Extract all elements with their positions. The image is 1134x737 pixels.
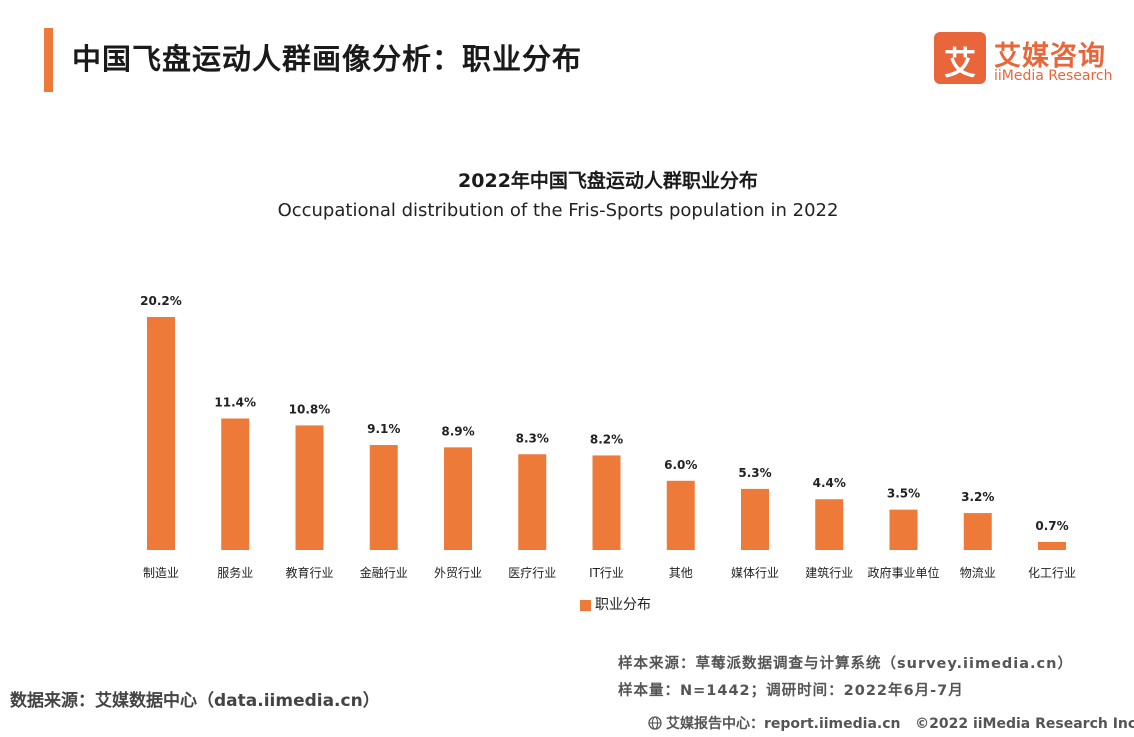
sample-source: 样本来源：草莓派数据调查与计算系统（survey.iimedia.cn）: [618, 656, 1073, 672]
bar-5: [518, 454, 547, 550]
title-accent-bar: [44, 28, 53, 92]
category-label-11: 物流业: [960, 566, 996, 580]
bar-7: [666, 480, 695, 550]
data-label-10: 3.5%: [887, 487, 920, 501]
data-label-11: 3.2%: [961, 490, 994, 504]
data-label-1: 11.4%: [214, 396, 256, 410]
data-label-0: 20.2%: [140, 294, 182, 308]
category-label-4: 外贸行业: [434, 566, 482, 580]
bar-2: [295, 425, 324, 550]
data-label-3: 9.1%: [367, 422, 400, 436]
bar-4: [444, 447, 472, 550]
bar-11: [963, 513, 992, 550]
logo-name-en: iiMedia Research: [994, 68, 1113, 84]
bar-0: [147, 317, 175, 550]
chart-subtitle: Occupational distribution of the Fris-Sp…: [277, 200, 839, 221]
bar-9: [815, 499, 844, 550]
legend-swatch: [580, 599, 591, 611]
bar-1: [221, 418, 250, 550]
bar-8: [741, 488, 769, 550]
data-label-8: 5.3%: [738, 466, 771, 480]
data-label-5: 8.3%: [516, 431, 549, 445]
data-label-7: 6.0%: [664, 458, 697, 472]
category-label-12: 化工行业: [1028, 566, 1076, 580]
bar-3: [369, 445, 398, 550]
data-source: 数据来源：艾媒数据中心（data.iimedia.cn）: [10, 691, 380, 711]
category-label-9: 建筑行业: [805, 565, 853, 580]
bar-6: [592, 455, 621, 550]
page-title: 中国飞盘运动人群画像分析：职业分布: [72, 42, 583, 76]
logo-glyph: 艾: [943, 44, 976, 82]
sample-size: 样本量：N=1442；调研时间：2022年6月-7月: [618, 683, 964, 699]
category-label-8: 媒体行业: [731, 566, 779, 580]
logo-name-cn: 艾媒咨询: [994, 41, 1106, 72]
chart-title: 2022年中国飞盘运动人群职业分布: [458, 170, 758, 192]
footer: 艾媒报告中心：report.iimedia.cn ©2022 iiMedia R…: [648, 713, 1134, 733]
globe-icon: [648, 716, 662, 730]
category-label-3: 金融行业: [360, 565, 408, 580]
category-label-6: IT行业: [589, 566, 624, 580]
category-label-2: 教育行业: [285, 565, 333, 580]
copyright: ©2022 iiMedia Research Inc: [915, 716, 1134, 732]
data-label-4: 8.9%: [441, 424, 474, 438]
category-label-1: 服务业: [217, 565, 253, 580]
legend-label: 职业分布: [595, 597, 651, 613]
data-label-9: 4.4%: [813, 476, 846, 490]
data-label-6: 8.2%: [590, 432, 623, 446]
brand-logo: 艾 艾媒咨询 iiMedia Research: [934, 32, 1114, 88]
logo-mark-icon: 艾: [934, 32, 986, 84]
category-label-0: 制造业: [143, 566, 179, 580]
data-label-12: 0.7%: [1035, 519, 1068, 533]
chart-legend: 职业分布: [580, 594, 651, 614]
data-label-2: 10.8%: [289, 402, 331, 416]
bar-10: [889, 509, 918, 550]
category-label-10: 政府事业单位: [867, 565, 939, 580]
report-center-link[interactable]: 艾媒报告中心：report.iimedia.cn: [666, 716, 901, 732]
category-label-7: 其他: [669, 566, 693, 580]
category-label-5: 医疗行业: [508, 566, 556, 580]
bar-12: [1038, 541, 1066, 550]
